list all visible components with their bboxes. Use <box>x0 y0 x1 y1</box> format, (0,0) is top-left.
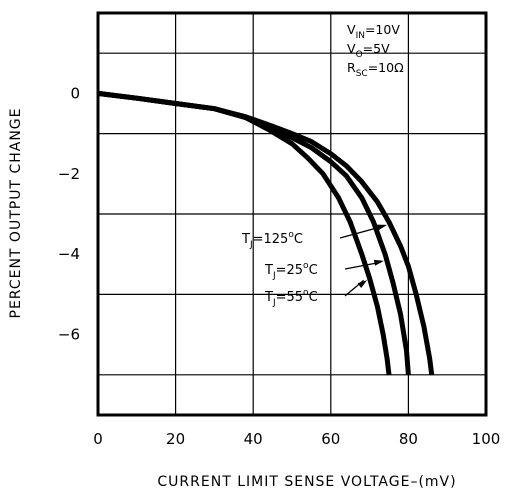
x-tick-label: 60 <box>321 430 340 448</box>
series-label-0: TJ=125oC <box>241 230 303 250</box>
series-label-1: TJ=25oC <box>264 261 318 281</box>
x-tick-label: 100 <box>472 430 501 448</box>
condition-text-1: VO=5V <box>347 41 390 60</box>
series-label-2: TJ=55oC <box>264 288 318 308</box>
condition-text-0: VIN=10V <box>347 22 400 41</box>
x-axis-title: CURRENT LIMIT SENSE VOLTAGE–(mV) <box>157 474 456 490</box>
y-tick-label: −4 <box>58 245 80 263</box>
y-tick-labels: 0 −2 −4 −6 <box>58 84 80 343</box>
y-axis-title: PERCENT OUTPUT CHANGE <box>8 108 24 319</box>
y-tick-label: 0 <box>70 84 80 102</box>
x-tick-label: 80 <box>399 430 418 448</box>
x-tick-labels: 0 20 40 60 80 100 <box>93 430 500 448</box>
leader-arrow-1 <box>373 259 384 266</box>
leader-arrow-0 <box>377 224 388 231</box>
y-tick-label: −2 <box>58 165 80 183</box>
leader-line-0 <box>339 225 385 239</box>
x-tick-label: 40 <box>244 430 263 448</box>
y-tick-label: −6 <box>58 326 80 344</box>
condition-text-2: RSC=10Ω <box>347 60 404 79</box>
leader-arrow-2 <box>357 280 368 289</box>
plot-frame <box>96 11 488 417</box>
x-tick-label: 0 <box>93 430 103 448</box>
x-tick-label: 20 <box>166 430 185 448</box>
curves <box>97 90 435 376</box>
series-labels: TJ=125oC TJ=25oC TJ=55oC <box>241 224 388 308</box>
series-line-2 <box>97 90 392 376</box>
